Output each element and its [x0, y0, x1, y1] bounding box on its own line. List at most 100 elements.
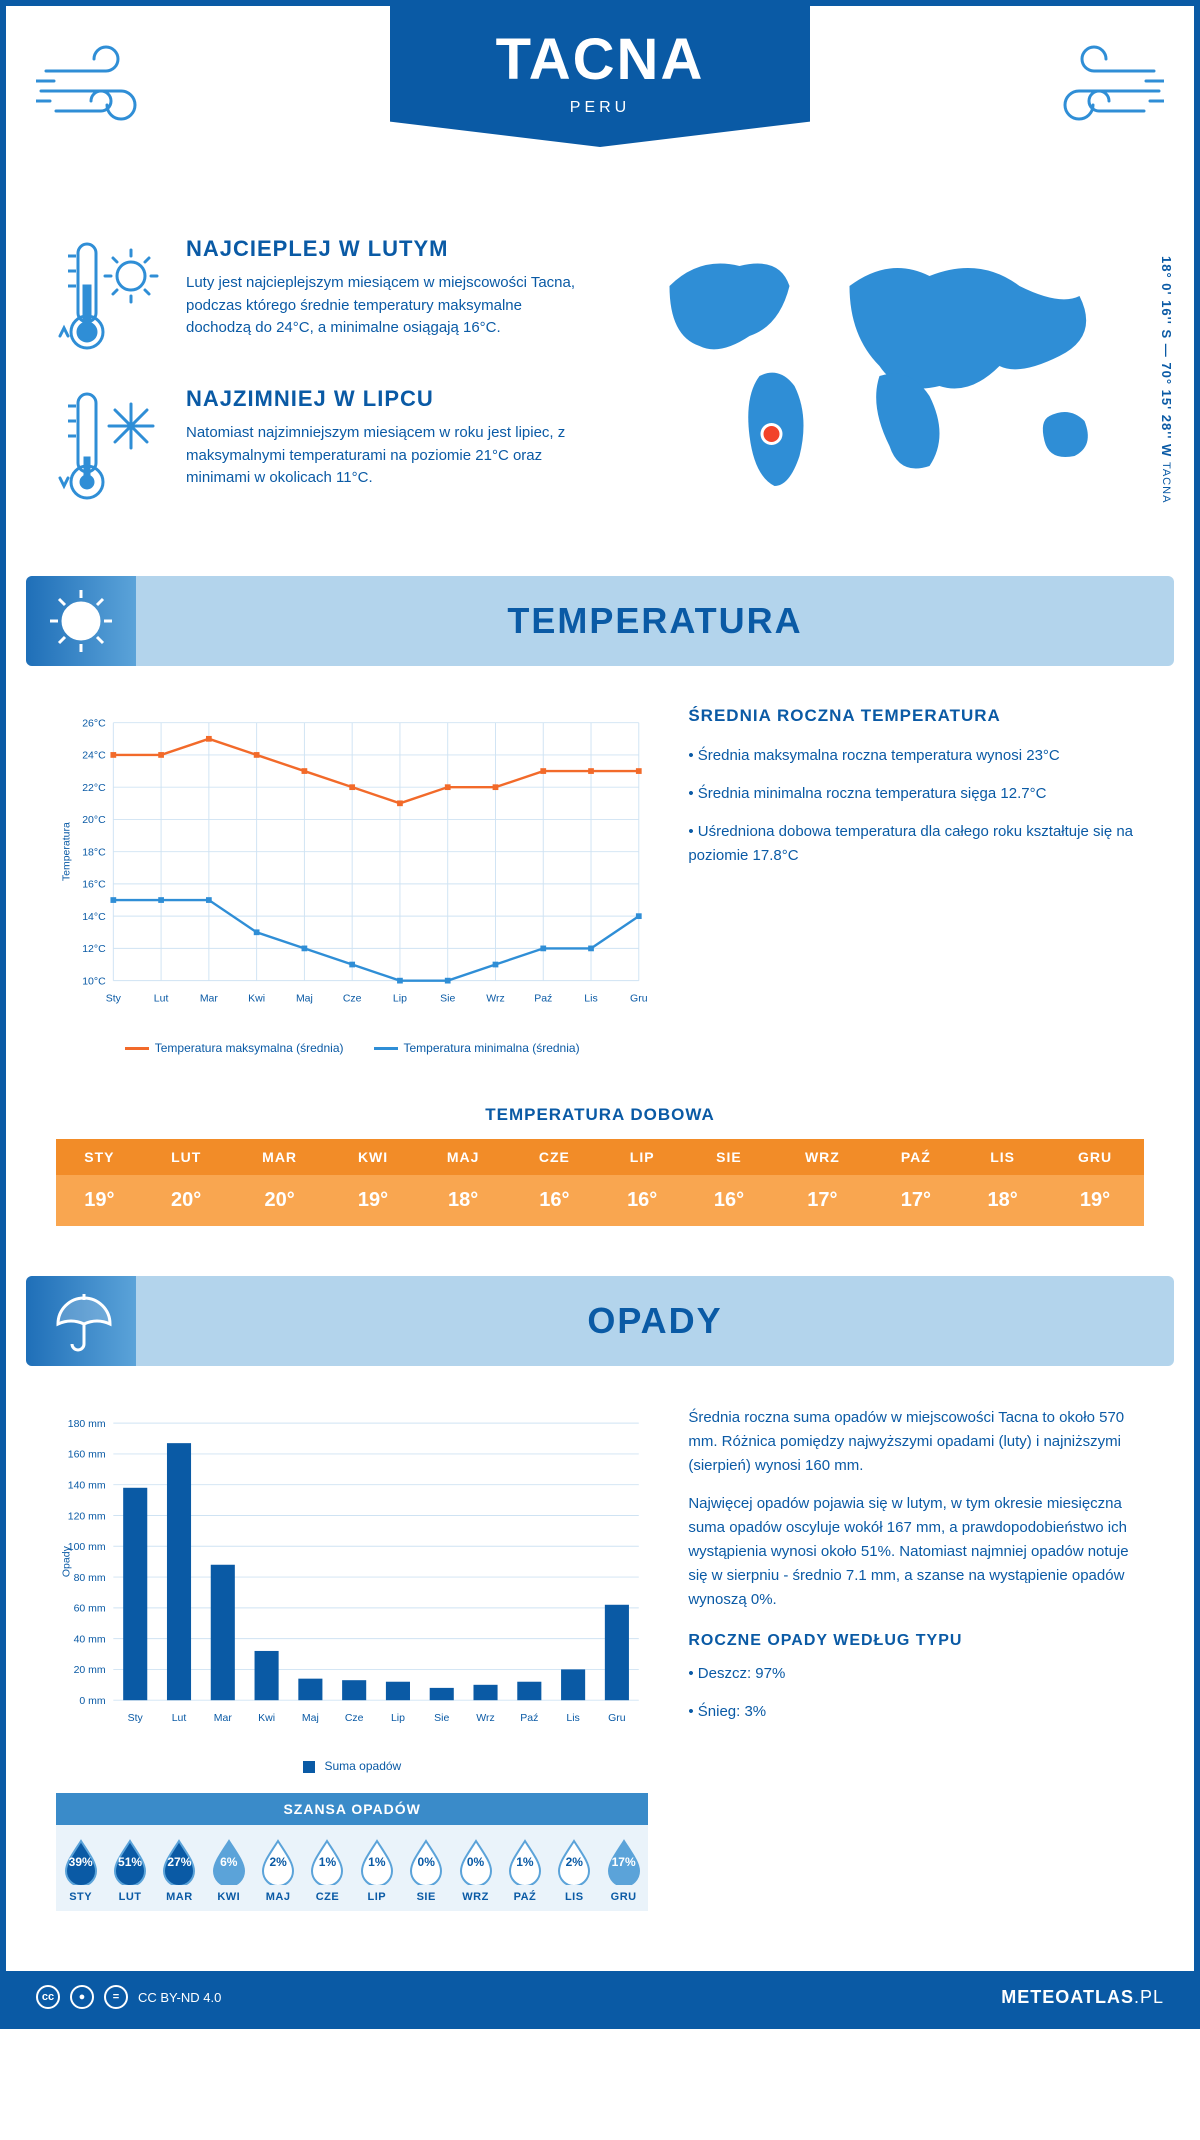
svg-text:Mar: Mar: [200, 993, 219, 1005]
chance-cell-10: 2% LIS: [550, 1837, 599, 1903]
section-title-temperature: TEMPERATURA: [136, 600, 1174, 642]
svg-text:120 mm: 120 mm: [68, 1510, 106, 1522]
svg-text:Lip: Lip: [393, 993, 407, 1005]
daily-col-4: MAJ: [416, 1139, 509, 1175]
drop-icon: 0%: [407, 1837, 445, 1885]
coords-location: TACNA: [1160, 462, 1172, 503]
precip-row: 0 mm20 mm40 mm60 mm80 mm100 mm120 mm140 …: [6, 1366, 1194, 1941]
daily-col-11: GRU: [1046, 1139, 1144, 1175]
precip-type-rain: • Deszcz: 97%: [688, 1662, 1144, 1686]
precip-by-type: ROCZNE OPADY WEDŁUG TYPU • Deszcz: 97% •…: [688, 1632, 1144, 1724]
svg-text:Kwi: Kwi: [258, 1712, 275, 1724]
svg-text:18°C: 18°C: [82, 846, 106, 858]
coldest-block: NAJZIMNIEJ W LIPCU Natomiast najzimniejs…: [56, 386, 585, 506]
page-title: TACNA: [390, 26, 810, 93]
svg-text:Sty: Sty: [106, 993, 122, 1005]
svg-text:22°C: 22°C: [82, 782, 106, 794]
nd-icon: =: [104, 1985, 128, 2009]
svg-text:100 mm: 100 mm: [68, 1541, 106, 1553]
temp-legend: Temperatura maksymalna (średnia) Tempera…: [56, 1041, 648, 1055]
license-text: CC BY-ND 4.0: [138, 1990, 221, 2005]
precip-legend: Suma opadów: [56, 1759, 648, 1773]
svg-text:60 mm: 60 mm: [74, 1603, 106, 1615]
daily-val-8: 17°: [772, 1175, 872, 1226]
daily-val-2: 20°: [230, 1175, 330, 1226]
chance-cell-5: 1% CZE: [303, 1837, 352, 1903]
precip-type-title: ROCZNE OPADY WEDŁUG TYPU: [688, 1632, 1144, 1650]
daily-temp-title: TEMPERATURA DOBOWA: [6, 1105, 1194, 1125]
chance-cell-9: 1% PAŹ: [500, 1837, 549, 1903]
svg-text:Cze: Cze: [343, 993, 362, 1005]
daily-col-7: SIE: [686, 1139, 773, 1175]
daily-col-0: STY: [56, 1139, 143, 1175]
svg-text:10°C: 10°C: [82, 975, 106, 987]
cc-icon: cc: [36, 1985, 60, 2009]
warmest-body: Luty jest najcieplejszym miesiącem w mie…: [186, 272, 585, 340]
svg-text:Maj: Maj: [296, 993, 313, 1005]
svg-text:180 mm: 180 mm: [68, 1418, 106, 1430]
top-info-row: NAJCIEPLEJ W LUTYM Luty jest najcieplejs…: [6, 226, 1194, 576]
coldest-text: NAJZIMNIEJ W LIPCU Natomiast najzimniejs…: [186, 386, 585, 506]
section-title-precip: OPADY: [136, 1300, 1174, 1342]
svg-text:Cze: Cze: [345, 1712, 364, 1724]
chance-cell-8: 0% WRZ: [451, 1837, 500, 1903]
svg-text:Temperatura: Temperatura: [60, 822, 72, 881]
daily-col-6: LIP: [599, 1139, 686, 1175]
svg-text:Lip: Lip: [391, 1712, 405, 1724]
svg-text:140 mm: 140 mm: [68, 1480, 106, 1492]
daily-col-1: LUT: [143, 1139, 230, 1175]
precip-summary: Średnia roczna suma opadów w miejscowośc…: [688, 1406, 1144, 1911]
drop-icon: 2%: [259, 1837, 297, 1885]
country-label: PERU: [390, 99, 810, 117]
svg-text:26°C: 26°C: [82, 718, 106, 730]
svg-text:Lis: Lis: [584, 993, 597, 1005]
chance-of-precip: SZANSA OPADÓW 39% STY 51% LUT 27% MAR 6%: [56, 1793, 648, 1911]
drop-icon: 1%: [506, 1837, 544, 1885]
daily-col-10: LIS: [959, 1139, 1046, 1175]
svg-text:24°C: 24°C: [82, 750, 106, 762]
daily-col-3: KWI: [330, 1139, 417, 1175]
svg-text:Kwi: Kwi: [248, 993, 265, 1005]
chance-cell-2: 27% MAR: [155, 1837, 204, 1903]
wind-icon-right: [1014, 36, 1164, 136]
legend-min: Temperatura minimalna (średnia): [404, 1041, 580, 1055]
coordinates: 18° 0' 16'' S — 70° 15' 28'' W TACNA: [1159, 256, 1174, 503]
svg-text:20°C: 20°C: [82, 814, 106, 826]
temp-bullet-2: • Średnia minimalna roczna temperatura s…: [688, 782, 1144, 806]
daily-col-8: WRZ: [772, 1139, 872, 1175]
svg-text:Wrz: Wrz: [476, 1712, 494, 1724]
precip-p1: Średnia roczna suma opadów w miejscowośc…: [688, 1406, 1144, 1478]
daily-col-2: MAR: [230, 1139, 330, 1175]
daily-val-3: 19°: [330, 1175, 417, 1226]
chance-title: SZANSA OPADÓW: [56, 1793, 648, 1825]
chance-cell-1: 51% LUT: [105, 1837, 154, 1903]
sun-icon: [26, 576, 136, 666]
coldest-title: NAJZIMNIEJ W LIPCU: [186, 386, 585, 412]
drop-icon: 27%: [160, 1837, 198, 1885]
temp-summary-title: ŚREDNIA ROCZNA TEMPERATURA: [688, 706, 1144, 726]
chance-cell-6: 1% LIP: [352, 1837, 401, 1903]
by-icon: ●: [70, 1985, 94, 2009]
legend-max: Temperatura maksymalna (średnia): [155, 1041, 344, 1055]
temp-bullet-3: • Uśredniona dobowa temperatura dla całe…: [688, 820, 1144, 868]
page: TACNA PERU: [0, 0, 1200, 2029]
svg-text:Paź: Paź: [534, 993, 552, 1005]
drop-icon: 2%: [555, 1837, 593, 1885]
temperature-row: 10°C12°C14°C16°C18°C20°C22°C24°C26°CStyL…: [6, 666, 1194, 1075]
svg-text:Lis: Lis: [566, 1712, 579, 1724]
svg-text:80 mm: 80 mm: [74, 1572, 106, 1584]
chance-cell-0: 39% STY: [56, 1837, 105, 1903]
precip-type-snow: • Śnieg: 3%: [688, 1700, 1144, 1724]
thermometer-snow-icon: [56, 386, 166, 506]
section-bar-temperature: TEMPERATURA: [26, 576, 1174, 666]
svg-text:Opady: Opady: [60, 1545, 72, 1577]
drop-icon: 39%: [62, 1837, 100, 1885]
chance-cell-3: 6% KWI: [204, 1837, 253, 1903]
temp-bullet-1: • Średnia maksymalna roczna temperatura …: [688, 744, 1144, 768]
drop-icon: 0%: [457, 1837, 495, 1885]
chance-cell-11: 17% GRU: [599, 1837, 648, 1903]
coords-value: 18° 0' 16'' S — 70° 15' 28'' W: [1159, 256, 1174, 457]
svg-text:Lut: Lut: [172, 1712, 187, 1724]
svg-text:160 mm: 160 mm: [68, 1449, 106, 1461]
chance-cell-7: 0% SIE: [402, 1837, 451, 1903]
